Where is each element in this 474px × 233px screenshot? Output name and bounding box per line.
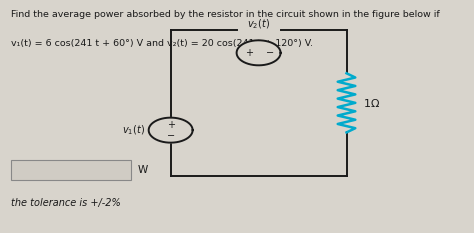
Text: v₁(t) = 6 cos(241 t + 60°) V and v₂(t) = 20 cos(241 t + 120°) V.: v₁(t) = 6 cos(241 t + 60°) V and v₂(t) =…: [11, 39, 313, 48]
Text: −: −: [265, 48, 273, 58]
Text: W: W: [138, 165, 148, 175]
Text: +: +: [245, 48, 253, 58]
Polygon shape: [237, 40, 281, 65]
Text: the tolerance is +/-2%: the tolerance is +/-2%: [11, 198, 120, 208]
Text: Find the average power absorbed by the resistor in the circuit shown in the figu: Find the average power absorbed by the r…: [11, 10, 439, 19]
Text: 1$\Omega$: 1$\Omega$: [363, 97, 380, 109]
Text: −: −: [166, 131, 175, 141]
Text: +: +: [167, 120, 174, 130]
Text: $v_2(t)$: $v_2(t)$: [247, 18, 270, 31]
Bar: [11, 160, 131, 180]
Text: $v_1(t)$: $v_1(t)$: [122, 123, 145, 137]
Polygon shape: [149, 118, 192, 143]
